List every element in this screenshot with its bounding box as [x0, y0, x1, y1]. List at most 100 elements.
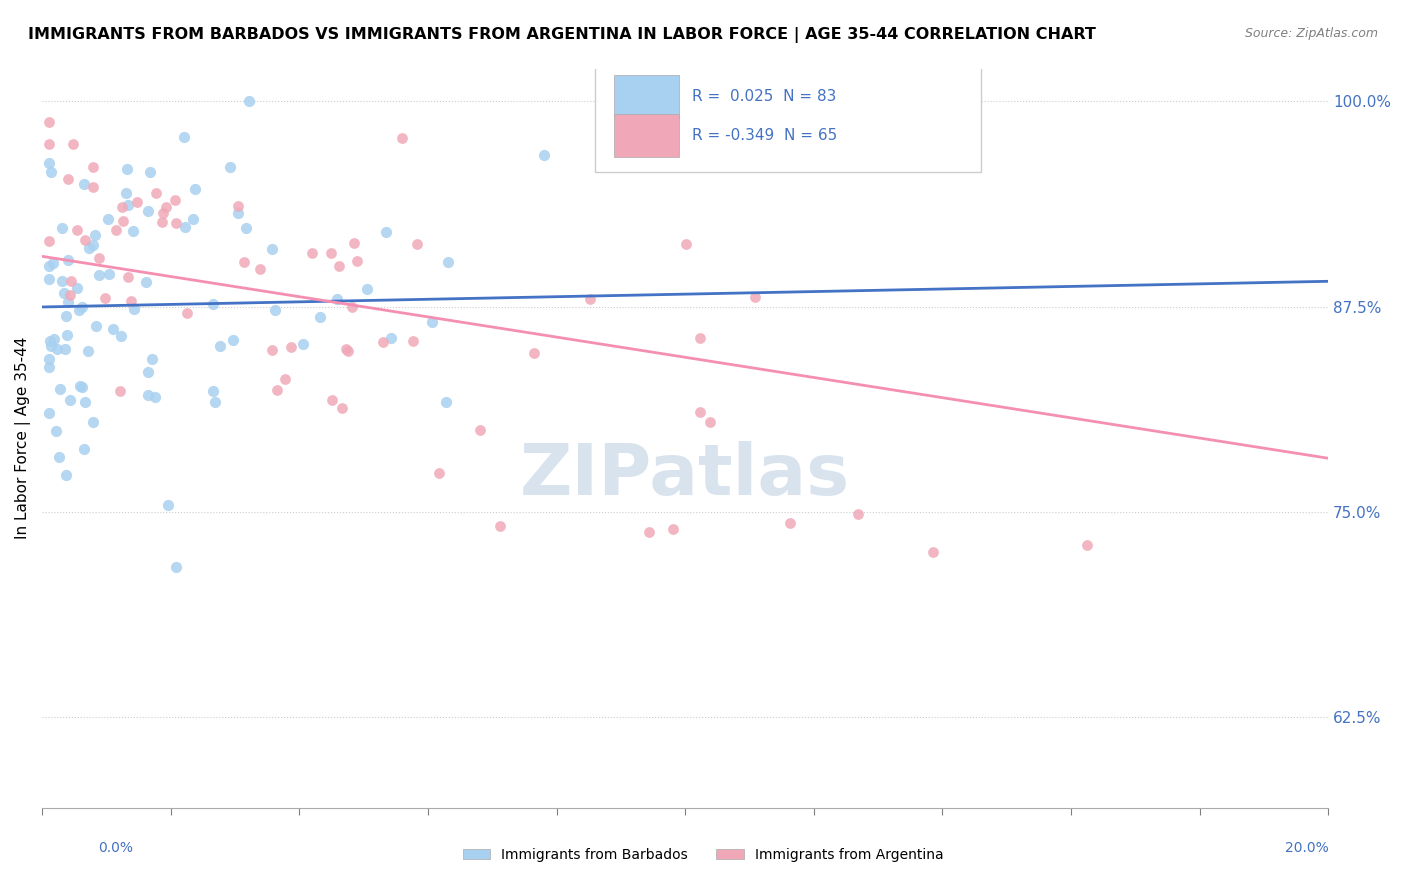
Point — [1076, 538, 1098, 552]
Point — [675, 236, 697, 251]
Point — [165, 560, 187, 574]
Point — [427, 466, 450, 480]
Point — [150, 215, 173, 229]
Point — [59, 287, 82, 301]
Point — [226, 205, 249, 219]
Point — [233, 255, 256, 269]
Point — [51, 274, 73, 288]
Point — [699, 416, 721, 430]
Legend: Immigrants from Barbados, Immigrants from Argentina: Immigrants from Barbados, Immigrants fro… — [457, 842, 949, 867]
Point — [638, 525, 661, 540]
Point — [45, 424, 67, 438]
Point — [468, 424, 491, 438]
FancyBboxPatch shape — [614, 75, 679, 118]
FancyBboxPatch shape — [614, 114, 679, 157]
Point — [266, 384, 288, 398]
Point — [56, 328, 79, 343]
Point — [402, 334, 425, 349]
Point — [218, 161, 240, 175]
Text: 0.0%: 0.0% — [98, 841, 134, 855]
Point — [181, 212, 204, 227]
Point — [59, 393, 82, 408]
Point — [110, 329, 132, 343]
Point — [48, 382, 70, 396]
Point — [136, 365, 159, 379]
Point — [70, 380, 93, 394]
Point — [122, 302, 145, 317]
Point — [779, 516, 801, 530]
Point — [87, 252, 110, 266]
Point — [86, 319, 108, 334]
Point — [101, 322, 124, 336]
Point — [321, 392, 343, 407]
Point — [420, 315, 443, 329]
Point — [343, 235, 366, 250]
Point — [51, 220, 73, 235]
Point — [110, 384, 132, 399]
Point — [155, 200, 177, 214]
Point — [127, 194, 149, 209]
Point — [152, 206, 174, 220]
Point — [143, 390, 166, 404]
Point — [82, 180, 104, 194]
Point — [204, 395, 226, 409]
Point — [336, 343, 359, 358]
Point — [38, 137, 60, 152]
Point — [59, 274, 82, 288]
Point — [70, 301, 93, 315]
Point — [38, 259, 60, 273]
Point — [391, 131, 413, 145]
Point — [689, 330, 711, 344]
Point — [56, 172, 79, 186]
Point — [262, 243, 284, 257]
Point — [104, 223, 127, 237]
Point — [319, 246, 342, 260]
Point — [330, 401, 353, 415]
Point — [38, 352, 60, 367]
Point — [375, 225, 398, 239]
Point — [82, 160, 104, 174]
Text: 20.0%: 20.0% — [1285, 841, 1329, 855]
Point — [183, 182, 205, 196]
Point — [38, 334, 60, 348]
Text: Source: ZipAtlas.com: Source: ZipAtlas.com — [1244, 27, 1378, 40]
Point — [335, 342, 357, 356]
FancyBboxPatch shape — [595, 57, 981, 172]
Point — [380, 331, 402, 345]
Point — [346, 253, 368, 268]
Point — [280, 340, 302, 354]
Point — [38, 406, 60, 420]
Point — [371, 334, 394, 349]
Point — [117, 198, 139, 212]
Point — [176, 306, 198, 320]
Point — [97, 212, 120, 227]
Point — [56, 253, 79, 268]
Point — [73, 442, 96, 456]
Point — [46, 342, 69, 356]
Point — [115, 162, 138, 177]
Point — [136, 388, 159, 402]
Point — [66, 223, 89, 237]
Point — [291, 336, 314, 351]
Point — [73, 233, 96, 247]
Point — [82, 415, 104, 429]
Point — [138, 203, 160, 218]
Point — [301, 245, 323, 260]
Point — [117, 270, 139, 285]
Point — [38, 360, 60, 375]
Point — [523, 346, 546, 360]
Point — [38, 156, 60, 170]
Point — [165, 216, 187, 230]
Point — [67, 303, 90, 318]
Point — [489, 519, 512, 533]
Point — [62, 137, 84, 152]
Point — [135, 275, 157, 289]
Point — [42, 332, 65, 346]
Point — [38, 234, 60, 248]
Point — [202, 384, 225, 399]
Point — [141, 352, 163, 367]
Point — [262, 343, 284, 358]
Point — [39, 339, 62, 353]
Point — [744, 290, 766, 304]
Point — [356, 282, 378, 296]
